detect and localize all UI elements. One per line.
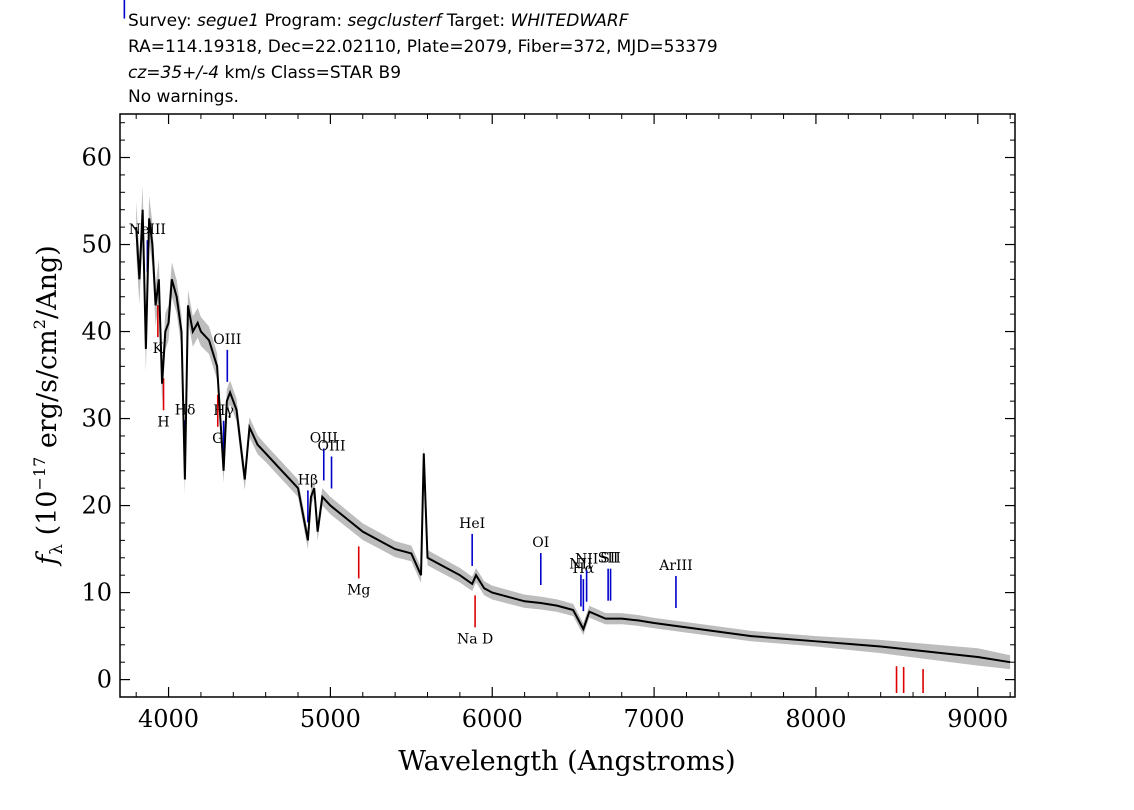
x-tick-label: 4000 xyxy=(138,705,199,733)
axis-ticks: 4000 5000 6000 7000 8000 9000 0 10 20 30 40 50 60 xyxy=(81,114,1015,733)
y-tick-label: 20 xyxy=(81,492,112,520)
emission-line-label: Hδ xyxy=(175,402,196,418)
x-tick-label: 5000 xyxy=(300,705,361,733)
emission-line-label: Hβ xyxy=(298,472,318,488)
y-tick-label: 0 xyxy=(97,666,112,694)
x-tick-label: 8000 xyxy=(785,705,846,733)
absorption-line-label: H xyxy=(157,414,169,430)
y-tick-label: 60 xyxy=(81,144,112,172)
error-band-layer xyxy=(136,185,1011,670)
header-line-3: cz=35+/-4 km/s Class=STAR B9 xyxy=(128,62,401,84)
emission-line-label: NII xyxy=(575,552,598,568)
emission-line-label: ArIII xyxy=(658,558,692,574)
y-tick-label: 30 xyxy=(81,405,112,433)
emission-line-label: HeI xyxy=(459,516,485,532)
header-line-2: RA=114.19318, Dec=22.02110, Plate=2079, … xyxy=(128,37,718,57)
x-axis-title: Wavelength (Angstroms) xyxy=(398,746,735,777)
y-tick-label: 40 xyxy=(81,318,112,346)
header-line-4: No warnings. xyxy=(128,87,239,107)
survey-value: segue1 xyxy=(197,11,260,31)
target-value: WHITEDWARF xyxy=(510,11,629,31)
absorption-line-label: K xyxy=(153,341,164,357)
absorption-line-label: G xyxy=(212,431,223,447)
y-tick-label: 10 xyxy=(81,579,112,607)
program-value: segclusterf xyxy=(347,11,442,31)
emission-line-label: NII xyxy=(569,557,592,573)
emission-line-label: OIII xyxy=(317,438,345,454)
target-label: Target: xyxy=(441,11,511,31)
error-band xyxy=(136,185,1011,670)
x-tick-label: 6000 xyxy=(462,705,523,733)
emission-line-label: SII xyxy=(600,551,621,567)
emission-line-label: OI xyxy=(532,535,549,551)
emission-line-label: OIII xyxy=(310,430,338,446)
plot-frame xyxy=(119,113,1016,698)
program-label: Program: xyxy=(259,11,348,31)
x-tick-label: 9000 xyxy=(947,705,1008,733)
header-line-1: Survey: segue1 Program: segclusterf Targ… xyxy=(128,10,629,32)
redshift-value: cz=35+/-4 xyxy=(128,63,220,83)
class-value: km/s Class=STAR B9 xyxy=(219,63,402,83)
spectral-line-markers: OIINeIIIHδHγOIIIHβOIIIOIIIHeIOINIIHαNIIS… xyxy=(123,0,924,693)
y-tick-label: 50 xyxy=(81,231,112,259)
emission-line-label: Hα xyxy=(573,561,595,577)
absorption-line-label: Na D xyxy=(457,631,493,647)
absorption-line-label: Mg xyxy=(347,582,370,598)
survey-label: Survey: xyxy=(128,11,198,31)
spectrum-line xyxy=(135,209,1011,664)
emission-line-label: Hγ xyxy=(213,403,234,419)
x-tick-label: 7000 xyxy=(624,705,685,733)
y-axis-title: fλ (10−17 erg/s/cm2/Ang) xyxy=(30,245,67,567)
emission-line-label: OIII xyxy=(213,332,241,348)
spectrum-series-layer xyxy=(135,209,1011,664)
emission-line-label: NeIII xyxy=(129,222,166,238)
emission-line-label: SII xyxy=(598,551,619,567)
